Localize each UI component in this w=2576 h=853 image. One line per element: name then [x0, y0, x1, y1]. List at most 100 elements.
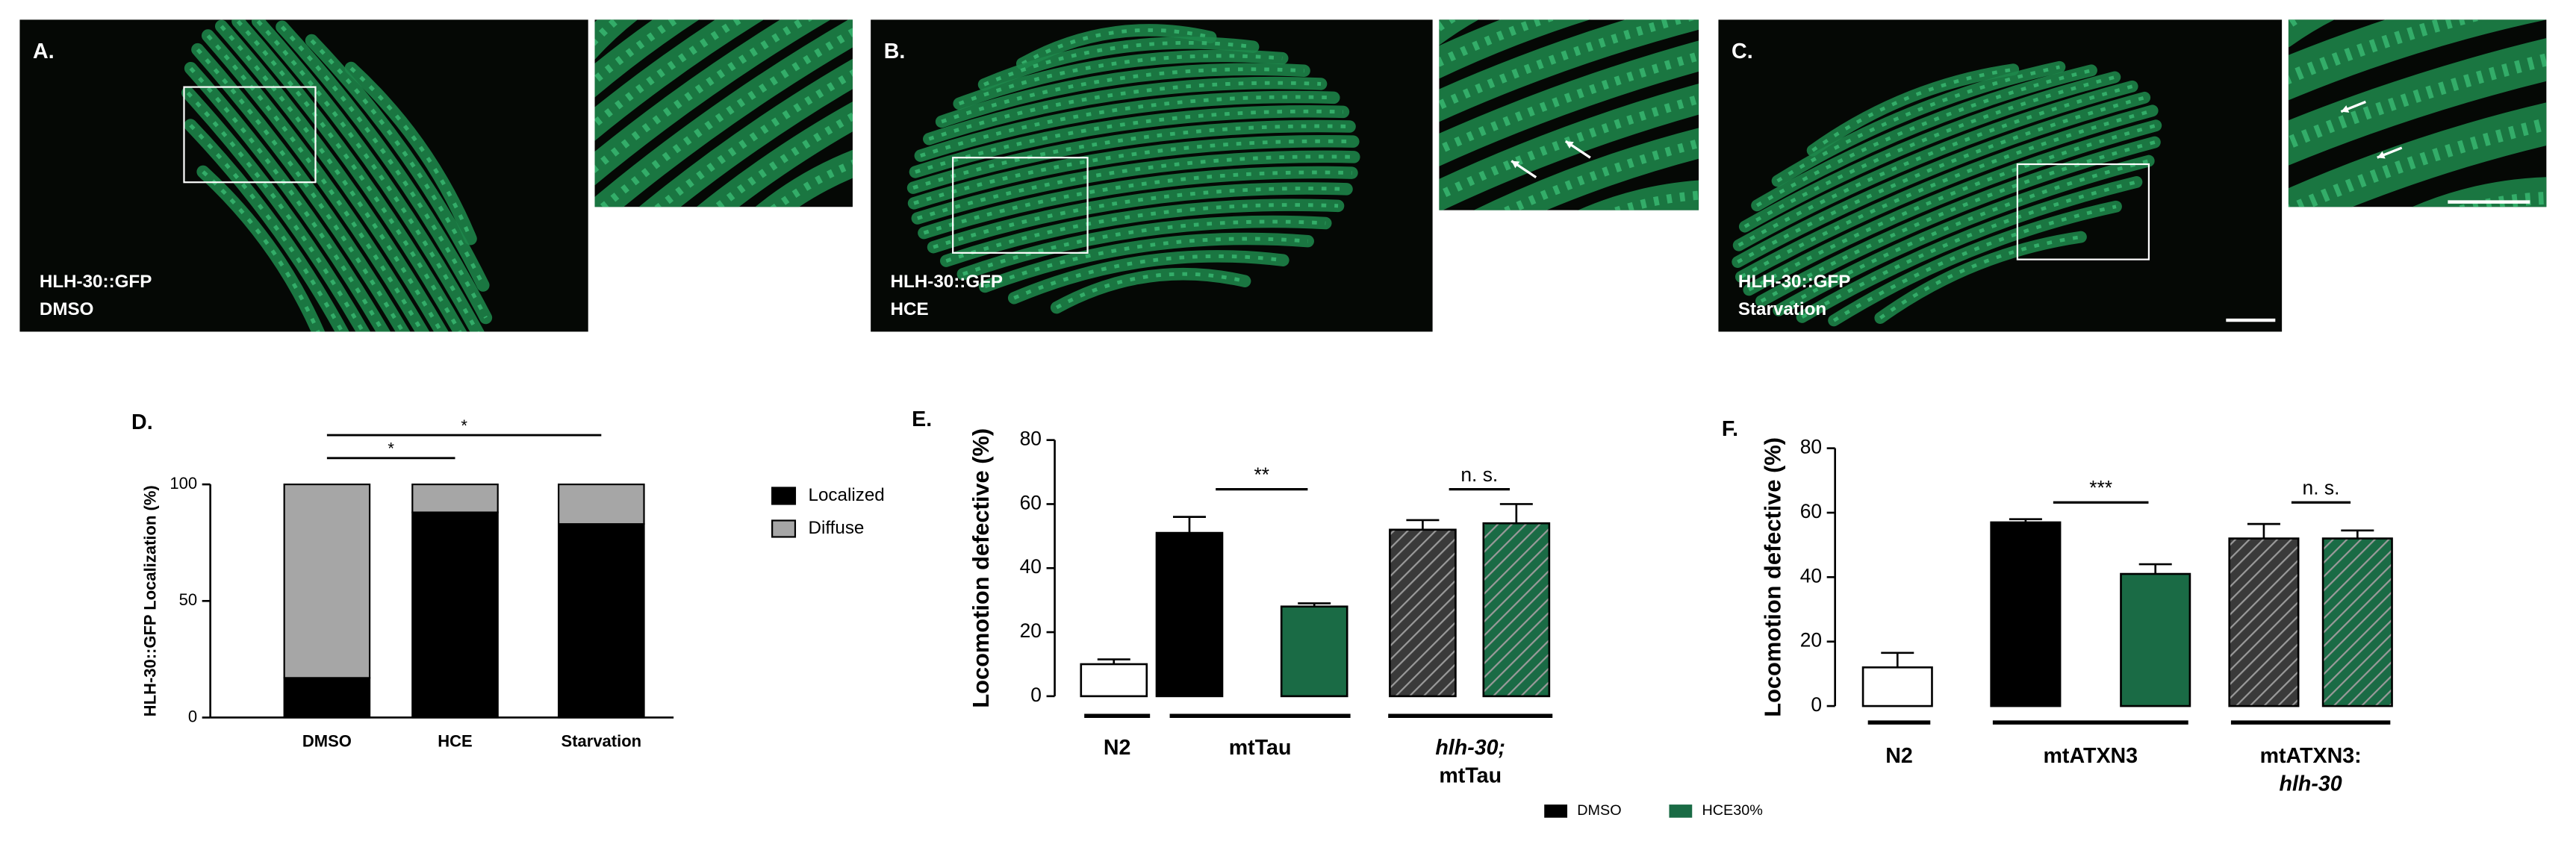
significance-label: **: [1254, 463, 1270, 486]
x-tick-label: N2: [1885, 744, 1913, 768]
y-tick-label: 50: [179, 590, 197, 609]
worm-highlight: [704, 149, 853, 207]
worm-bundle: [2288, 19, 2547, 207]
bar-segment: [411, 483, 499, 513]
worm: [594, 19, 841, 163]
worm: [1732, 91, 2151, 268]
bar: [1280, 605, 1348, 698]
worm-highlight: [983, 40, 1254, 87]
bar-segment: [411, 511, 499, 719]
significance-label: ***: [2089, 477, 2112, 499]
worm-highlight: [941, 67, 1304, 124]
worm-highlight: [202, 170, 325, 332]
legend-swatch: [771, 519, 797, 538]
worm-highlight: [1740, 109, 2153, 278]
x-tick-label: mtATXN3:: [2260, 744, 2362, 768]
arrow-head: [2341, 105, 2350, 113]
significance-label: n. s.: [2303, 477, 2340, 499]
worm: [953, 49, 1289, 110]
worm-bundle: [594, 19, 853, 207]
arrow-head: [1511, 160, 1520, 169]
panel-caption: HLH-30::GFP: [40, 272, 152, 292]
panel-caption: Starvation: [1738, 299, 1826, 319]
worm-highlight: [189, 124, 364, 332]
worm-highlight: [236, 19, 478, 332]
panel-caption: HCE: [891, 299, 929, 319]
worm: [191, 43, 442, 332]
y-tick-label: 80: [1800, 436, 1822, 458]
worm: [1439, 19, 1699, 172]
y-tick-label: 100: [169, 474, 197, 493]
y-tick-label: 60: [1020, 491, 1042, 513]
bar: [1155, 531, 1224, 698]
worm-highlight: [1737, 84, 2133, 247]
y-axis-label: Locomotion defective (%): [968, 428, 994, 708]
panel-letter: A.: [33, 40, 55, 63]
bar-segment: [283, 483, 371, 679]
bar: [2228, 537, 2300, 707]
y-tick-label: 0: [1030, 684, 1042, 706]
panel-letter: E.: [912, 407, 932, 431]
significance-label: *: [388, 440, 394, 458]
x-tick-label: N2: [1104, 736, 1131, 760]
x-tick-label: HCE: [438, 731, 472, 750]
bar: [2321, 537, 2393, 707]
worm-highlight: [1509, 190, 1699, 210]
worm: [2288, 19, 2547, 207]
worm-highlight: [256, 19, 485, 332]
panel-letter: C.: [1732, 40, 1753, 63]
legend-swatch: [1669, 804, 1693, 818]
x-tick-label: mtATXN3: [2044, 744, 2138, 768]
worm: [594, 19, 853, 207]
bar-segment: [283, 677, 371, 719]
error-bar: [2341, 529, 2374, 539]
worm: [606, 64, 853, 207]
y-tick-label: 40: [1020, 555, 1042, 578]
worm-bundle: [906, 24, 1360, 314]
worm: [1050, 267, 1251, 314]
worm: [1439, 58, 1699, 210]
worm: [927, 182, 1353, 254]
bar: [1861, 666, 1933, 707]
error-bar: [2247, 522, 2280, 539]
bar: [1482, 522, 1551, 698]
worm-highlight: [594, 19, 853, 204]
worm-highlight: [962, 219, 1326, 276]
worm-highlight: [349, 66, 473, 240]
worm: [1751, 64, 2097, 212]
worm-highlight: [1439, 19, 1699, 109]
worm: [2288, 19, 2547, 144]
panel-letter: F.: [1722, 417, 1738, 441]
worm-highlight: [1811, 67, 2014, 152]
y-tick-label: 80: [1020, 428, 1042, 450]
panel-caption: DMSO: [40, 299, 94, 319]
worm-bundle: [1439, 19, 1699, 210]
y-axis-label: HLH-30::GFP Localization (%): [140, 485, 159, 716]
y-tick-label: 0: [1811, 693, 1822, 716]
worm: [181, 86, 398, 332]
worm: [1015, 24, 1217, 70]
micrograph-content: [181, 19, 493, 332]
worm: [914, 90, 1340, 162]
micrograph-content: [1732, 60, 2162, 327]
y-tick-label: 20: [1800, 629, 1822, 652]
panel-caption: HLH-30::GFP: [1738, 272, 1851, 292]
worm: [909, 105, 1350, 178]
y-axis-label: Locomotion defective (%): [1759, 437, 1785, 717]
legend-swatch: [771, 487, 797, 505]
error-bar: [2009, 518, 2042, 522]
y-tick-label: 0: [188, 707, 197, 725]
worm-highlight: [1879, 235, 2082, 320]
significance-label: *: [461, 416, 467, 435]
worm: [978, 232, 1314, 293]
micrograph-content: [906, 24, 1360, 314]
worm-highlight: [1439, 120, 1699, 210]
worm-highlight: [189, 66, 417, 332]
worm: [2288, 83, 2547, 207]
worm-highlight: [928, 81, 1322, 141]
worm-highlight: [2351, 191, 2547, 207]
worm-highlight: [594, 22, 853, 207]
worm: [911, 150, 1360, 225]
